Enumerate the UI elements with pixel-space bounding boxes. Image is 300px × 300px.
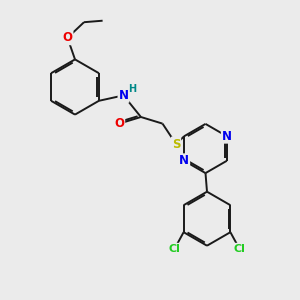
Text: Cl: Cl (169, 244, 181, 254)
Text: O: O (62, 31, 73, 44)
Text: Cl: Cl (233, 244, 245, 254)
Text: S: S (172, 137, 180, 151)
Text: H: H (128, 84, 136, 94)
Text: O: O (114, 117, 124, 130)
Text: N: N (118, 89, 128, 102)
Text: N: N (222, 130, 232, 143)
Text: N: N (179, 154, 189, 167)
